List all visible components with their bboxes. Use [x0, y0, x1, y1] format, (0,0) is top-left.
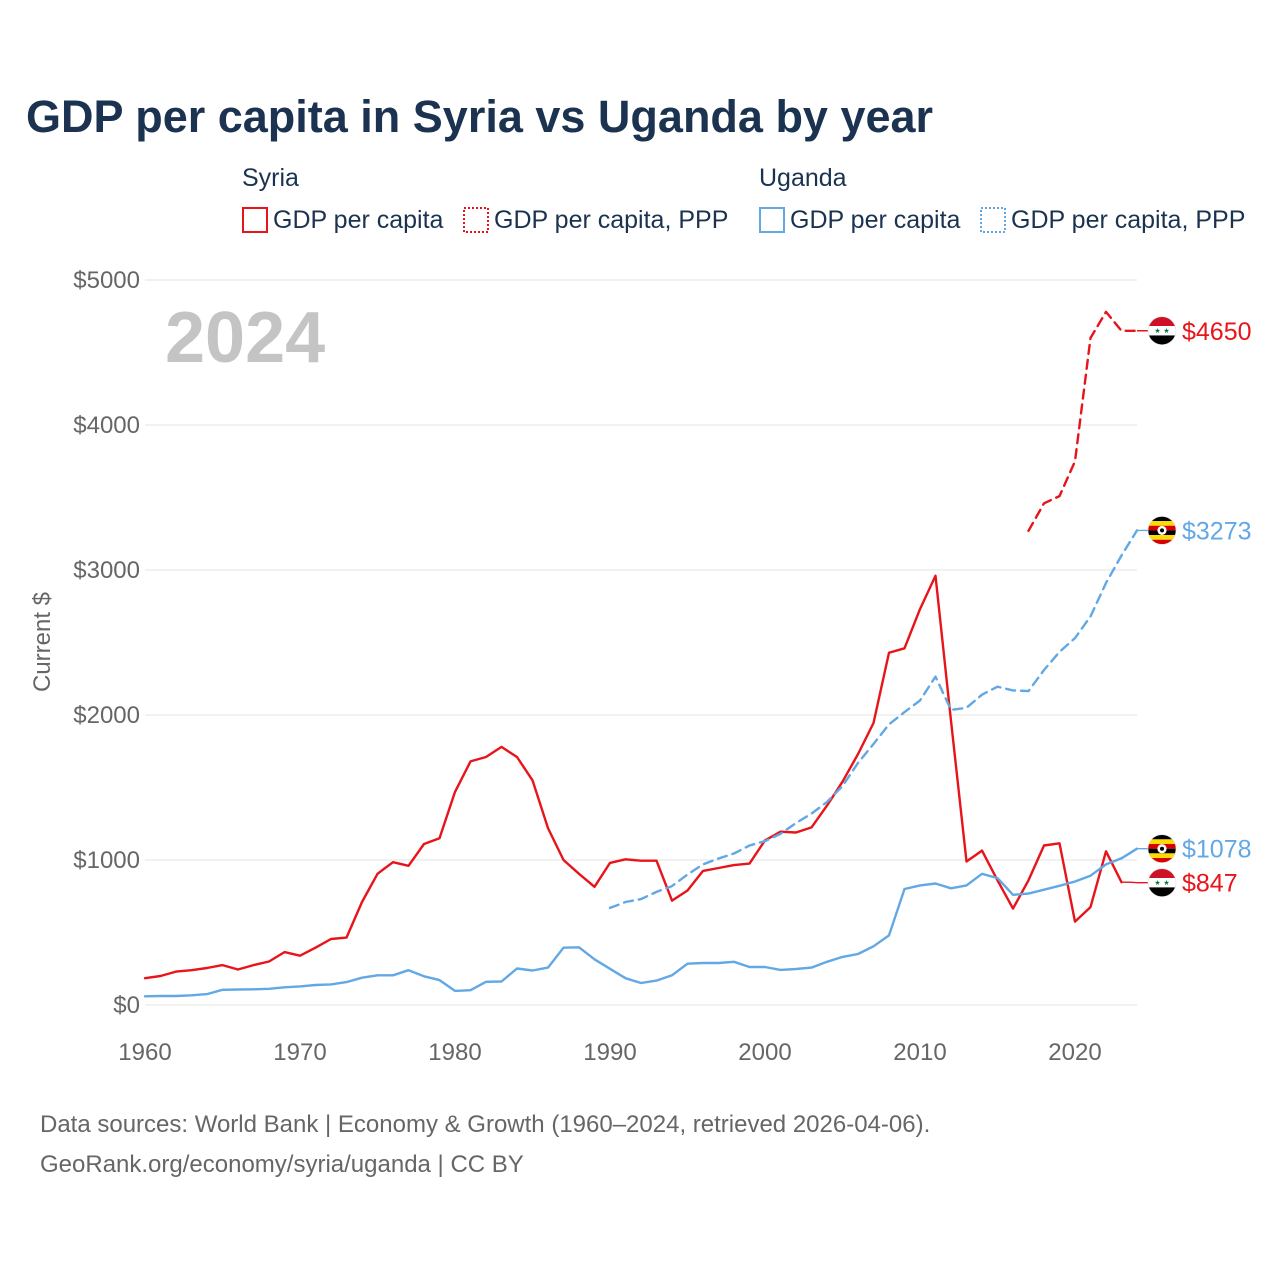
legend-swatch-uganda-gdp [759, 207, 785, 233]
legend-group-uganda: Uganda [759, 164, 847, 192]
x-tick-label: 2020 [1048, 1039, 1101, 1066]
chart-title: GDP per capita in Syria vs Uganda by yea… [26, 91, 933, 142]
y-tick-label: $0 [113, 992, 140, 1019]
x-tick-label: 1960 [118, 1039, 171, 1066]
legend-swatch-uganda-ppp [980, 207, 1006, 233]
y-tick-label: $3000 [73, 557, 140, 584]
end-value-label: $4650 [1182, 318, 1252, 346]
x-tick-label: 2000 [738, 1039, 791, 1066]
legend-label-uganda-gdp: GDP per capita [790, 206, 961, 234]
legend-group-syria: Syria [242, 164, 299, 192]
x-tick-label: 1990 [583, 1039, 636, 1066]
end-label-connector [1121, 881, 1148, 884]
series-line-syria-gdp-per-capita [143, 574, 1123, 980]
series-lines [143, 310, 1139, 998]
legend-label-syria-gdp: GDP per capita [273, 206, 444, 234]
y-axis-label: Current $ [29, 592, 56, 692]
x-tick-label: 1980 [428, 1039, 481, 1066]
legend: Syria GDP per capita GDP per capita, PPP… [242, 164, 1245, 234]
y-axis-ticks: $0 $1000 $2000 $3000 $4000 $5000 [73, 267, 140, 1019]
legend-label-syria-ppp: GDP per capita, PPP [494, 206, 728, 234]
legend-swatch-syria-gdp [242, 207, 268, 233]
footer-attribution: GeoRank.org/economy/syria/uganda | CC BY [40, 1151, 524, 1178]
end-labels: $4650 $3273 $1078 $847 [1121, 316, 1252, 898]
series-line-uganda-gdp-per-capita-ppp [608, 529, 1139, 910]
y-tick-label: $2000 [73, 702, 140, 729]
x-axis-ticks: 1960 1970 1980 1990 2000 2010 2020 [118, 1039, 1101, 1066]
legend-label-uganda-ppp: GDP per capita, PPP [1011, 206, 1245, 234]
y-tick-label: $4000 [73, 412, 140, 439]
end-value-label: $847 [1182, 870, 1238, 898]
x-tick-label: 1970 [273, 1039, 326, 1066]
flag-outline [1147, 868, 1177, 897]
x-tick-label: 2010 [893, 1039, 946, 1066]
footer-sources: Data sources: World Bank | Economy & Gro… [40, 1111, 930, 1138]
y-tick-label: $1000 [73, 847, 140, 874]
end-value-label: $1078 [1182, 836, 1252, 864]
flag-outline [1147, 316, 1177, 346]
y-tick-label: $5000 [73, 267, 140, 294]
legend-swatch-syria-ppp [463, 207, 489, 233]
end-value-label: $3273 [1182, 517, 1252, 545]
flag-outline [1147, 516, 1177, 545]
grid-lines [145, 279, 1137, 1006]
series-line-syria-gdp-per-capita-ppp [1027, 310, 1139, 532]
series-line-uganda-gdp-per-capita [143, 847, 1139, 998]
year-watermark: 2024 [165, 298, 325, 378]
flag-outline [1147, 834, 1177, 863]
